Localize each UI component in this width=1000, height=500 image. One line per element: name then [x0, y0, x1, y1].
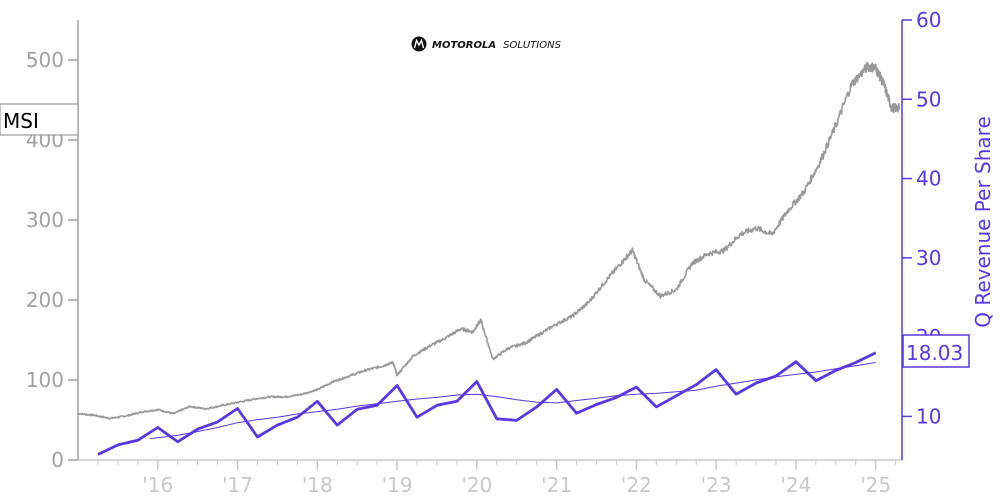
- x-tick-label: '19: [382, 473, 413, 497]
- left-tick-label: 100: [26, 368, 64, 392]
- x-tick-label: '23: [701, 473, 732, 497]
- right-tick-label: 50: [916, 87, 941, 111]
- ticker-label: MSI: [3, 109, 39, 133]
- axes: 0100200300400500102030405060'16'17'18'19…: [26, 8, 995, 497]
- price-line: [77, 61, 901, 420]
- x-tick-label: '25: [860, 473, 891, 497]
- left-tick-label: 200: [26, 288, 64, 312]
- revenue-average-line: [149, 362, 876, 440]
- series-layer: [77, 61, 901, 456]
- right-tick-label: 40: [916, 167, 941, 191]
- left-tick-label: 0: [51, 448, 64, 472]
- x-tick-label: '22: [621, 473, 652, 497]
- right-tick-label: 10: [916, 404, 941, 428]
- ticker-box: MSI: [0, 103, 79, 136]
- last-value-label: 18.03: [906, 341, 963, 365]
- x-tick-label: '16: [142, 473, 173, 497]
- x-tick-label: '17: [222, 473, 253, 497]
- revenue-line: [97, 351, 877, 456]
- x-tick-label: '20: [461, 473, 492, 497]
- left-tick-label: 300: [26, 208, 64, 232]
- x-tick-label: '24: [780, 473, 811, 497]
- motorola-logo-m-mark: [413, 38, 425, 49]
- right-tick-label: 60: [916, 8, 941, 32]
- logo-text-bold: MOTOROLA: [432, 40, 496, 51]
- right-axis-title: Q Revenue Per Share: [971, 116, 995, 328]
- x-tick-label: '21: [541, 473, 572, 497]
- ticker-box-frame: [0, 103, 79, 136]
- last-value-frame: [902, 334, 970, 368]
- logo: MOTOROLA SOLUTIONS: [411, 35, 562, 52]
- svg-text:MOTOROLA SOLUTIONS: MOTOROLA SOLUTIONS: [432, 35, 562, 52]
- right-tick-label: 30: [916, 246, 941, 270]
- left-tick-label: 500: [26, 48, 64, 72]
- logo-text-light: SOLUTIONS: [503, 40, 562, 51]
- last-value-box: 18.03: [902, 334, 970, 368]
- x-tick-label: '18: [302, 473, 333, 497]
